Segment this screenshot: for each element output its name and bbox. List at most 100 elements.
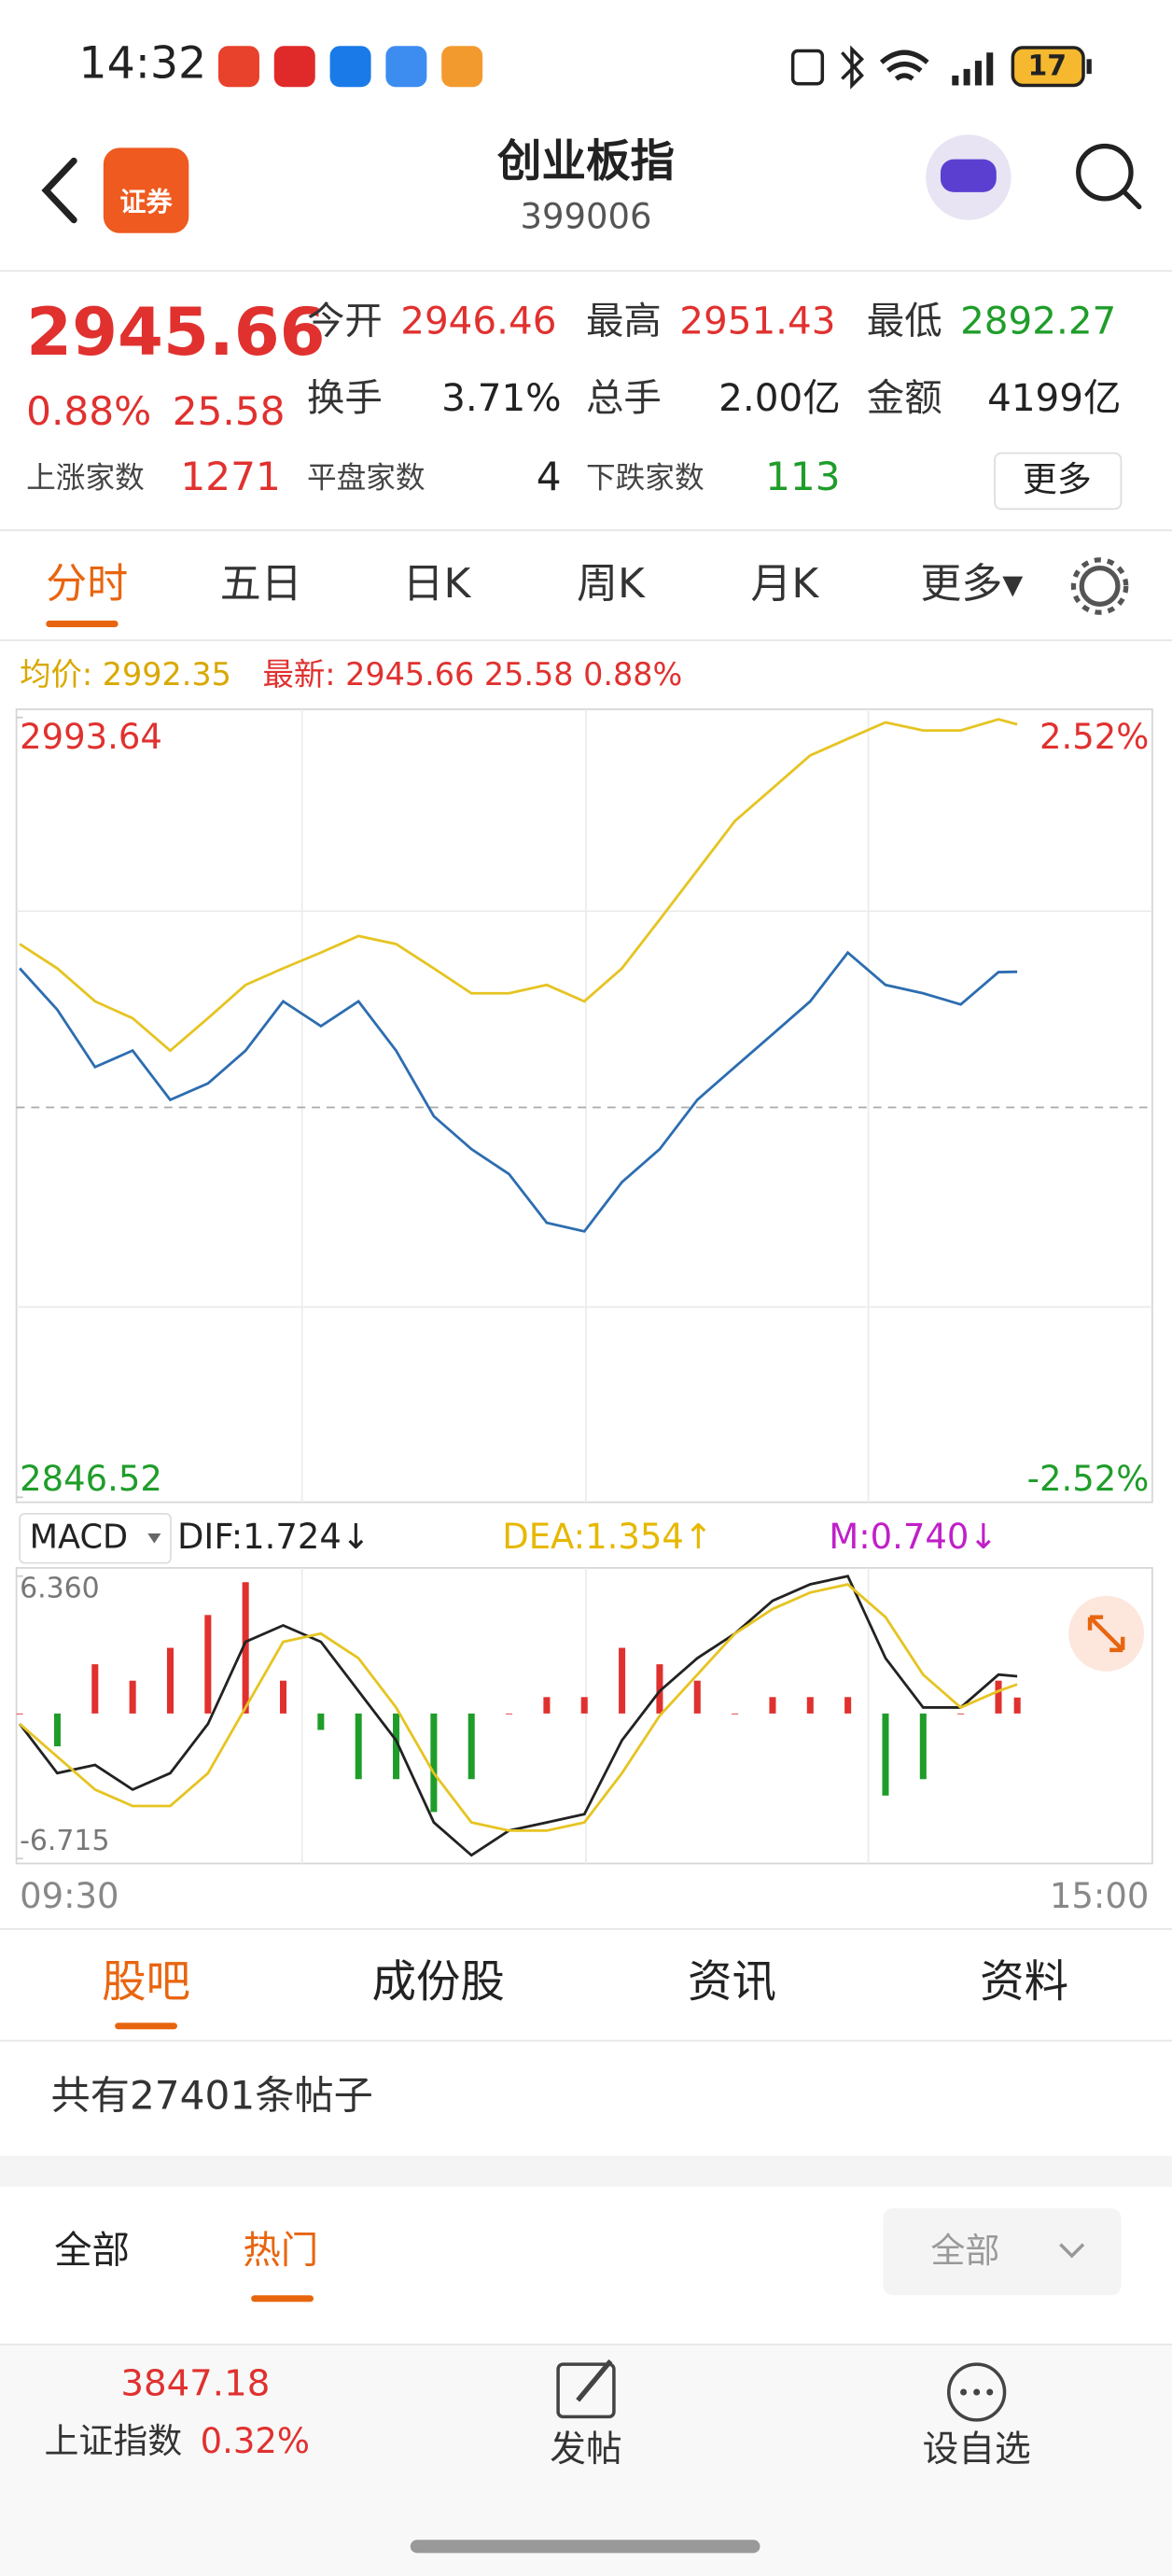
- post-icon[interactable]: [556, 2362, 616, 2419]
- subtab[interactable]: 资讯: [688, 1957, 776, 2009]
- search-handle: [1122, 189, 1142, 210]
- y-tick-label: -6.715: [20, 1825, 109, 1857]
- macd-bar: [53, 1713, 61, 1747]
- macd-bar: [656, 1664, 663, 1714]
- macd-bar: [91, 1664, 99, 1714]
- field-label: 最高: [586, 299, 662, 343]
- status-time: 14:32: [78, 37, 206, 89]
- indicator-legend: DIF:1.724↓: [177, 1517, 370, 1557]
- expand-icon: [1087, 1615, 1125, 1653]
- field-label: 今开: [307, 299, 383, 343]
- logo-text: 证券: [119, 187, 173, 217]
- count-label: 上涨家数: [26, 462, 145, 496]
- macd-bar: [619, 1647, 626, 1714]
- subtab[interactable]: 资料: [980, 1957, 1068, 2009]
- tab[interactable]: 周K: [577, 560, 646, 608]
- post-label[interactable]: 发帖: [550, 2429, 621, 2471]
- macd-bar: [355, 1713, 362, 1780]
- spacer: [0, 2155, 1172, 2188]
- subtab[interactable]: 股吧: [102, 1957, 190, 2009]
- x-tick-label: 09:30: [20, 1876, 119, 1916]
- tab[interactable]: 月K: [750, 560, 819, 608]
- watch-dots: [960, 2388, 994, 2396]
- field-value: 4199亿: [987, 375, 1121, 420]
- home-indicator: [410, 2540, 760, 2554]
- filter[interactable]: 全部: [54, 2227, 130, 2272]
- macd-bar: [279, 1680, 287, 1714]
- title: 创业板指: [497, 136, 675, 188]
- subtab[interactable]: 成份股: [371, 1957, 504, 2009]
- battery-level: 17: [1027, 50, 1067, 83]
- series-line: [19, 1582, 1018, 1832]
- macd-bar: [919, 1713, 927, 1780]
- macd-bar: [769, 1697, 776, 1714]
- index-name[interactable]: 上证指数: [45, 2421, 183, 2461]
- series-line: [18, 1575, 1018, 1857]
- field-value: 2946.46: [400, 299, 556, 343]
- field-label: 总手: [586, 375, 662, 420]
- search-button[interactable]: [1076, 143, 1134, 202]
- dropdown[interactable]: [883, 2207, 1122, 2296]
- macd-bar: [506, 1713, 513, 1715]
- change: 25.58: [173, 388, 286, 434]
- tab-indicator: [46, 620, 119, 627]
- macd-bar: [806, 1697, 814, 1714]
- field-label: 换手: [307, 375, 383, 420]
- macd-bar: [467, 1713, 475, 1780]
- field-value: 2892.27: [960, 299, 1116, 343]
- y-tick-label: 2846.52: [20, 1459, 162, 1499]
- macd-bar: [16, 1713, 23, 1715]
- settings-button[interactable]: [1079, 566, 1121, 607]
- index-pct: 0.32%: [201, 2421, 310, 2461]
- field-value: 3.71%: [441, 375, 561, 420]
- field-label: 金额: [867, 375, 942, 420]
- indicator-legend: M:0.740↓: [829, 1517, 998, 1557]
- post-pen: [576, 2359, 613, 2402]
- back-button[interactable]: [41, 157, 77, 224]
- macd-bar: [957, 1713, 965, 1715]
- macd-bar: [580, 1697, 588, 1714]
- info-avg: 均价: 2992.35: [20, 656, 231, 693]
- tab[interactable]: 日K: [403, 560, 472, 608]
- selector-caret: [147, 1533, 161, 1544]
- pct-bottom: -2.52%: [1027, 1459, 1150, 1499]
- field-label: 最低: [867, 299, 942, 343]
- field-value: 2.00亿: [719, 375, 840, 420]
- more-label[interactable]: 更多: [1023, 459, 1092, 499]
- watch-label[interactable]: 设自选: [923, 2429, 1031, 2471]
- filter[interactable]: 热门: [243, 2227, 318, 2272]
- macd-bar: [430, 1713, 438, 1813]
- macd-frame: [15, 1567, 1153, 1865]
- bottom-bar: [0, 2344, 1172, 2576]
- macd-bar: [166, 1647, 174, 1714]
- tab[interactable]: 五日: [220, 560, 302, 608]
- info-last: 最新: 2945.66 25.58 0.88%: [262, 656, 682, 693]
- pct-top: 2.52%: [1039, 717, 1149, 757]
- avatar-face: [940, 159, 997, 192]
- count-value: 113: [765, 454, 841, 499]
- watch-icon[interactable]: [946, 2362, 1007, 2422]
- tab[interactable]: 更多▾: [920, 560, 1023, 608]
- y-tick-label: 2993.64: [20, 717, 162, 757]
- macd-selector[interactable]: [19, 1512, 172, 1564]
- series-line: [19, 718, 1018, 1053]
- price-frame: [15, 708, 1153, 1504]
- macd-bar: [129, 1680, 136, 1714]
- x-tick-label: 15:00: [1050, 1876, 1149, 1916]
- macd-bar: [317, 1713, 325, 1730]
- subtab-indicator: [115, 2023, 177, 2030]
- count-label: 下跌家数: [586, 462, 705, 496]
- tab[interactable]: 分时: [46, 560, 128, 608]
- indicator-name[interactable]: MACD: [30, 1518, 128, 1556]
- app-logo: [103, 147, 189, 233]
- macd-bar: [844, 1697, 852, 1714]
- index-value[interactable]: 3847.18: [120, 2362, 270, 2404]
- indicator-legend: DEA:1.354↑: [502, 1517, 713, 1557]
- price-grid: [16, 708, 1152, 1503]
- count-value: 1271: [180, 454, 280, 499]
- more-button[interactable]: [994, 452, 1123, 511]
- macd-bar: [732, 1713, 739, 1715]
- macd-bar: [882, 1713, 889, 1796]
